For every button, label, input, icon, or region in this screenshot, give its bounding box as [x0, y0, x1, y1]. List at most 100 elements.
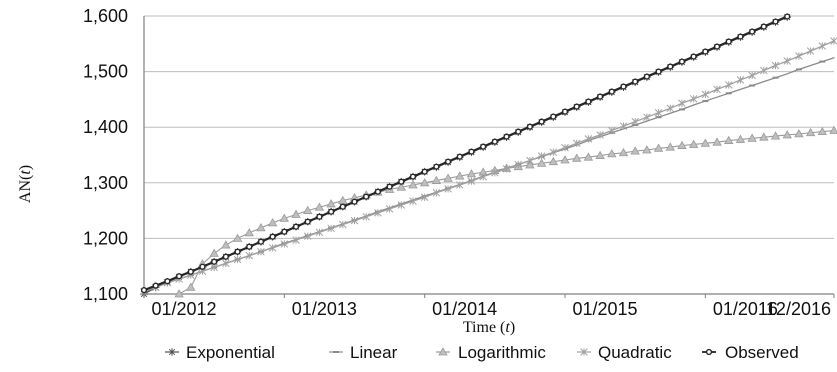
data-point	[771, 61, 780, 70]
data-point	[759, 132, 769, 141]
data-point	[257, 247, 265, 256]
x-tick-label: 01/2014	[432, 299, 497, 319]
series-logarithmic	[174, 125, 837, 298]
y-axis-title: AN(t)	[17, 165, 34, 203]
data-point	[748, 71, 756, 80]
data-point	[700, 138, 711, 147]
data-point	[737, 33, 744, 40]
data-point	[491, 169, 499, 177]
data-point	[772, 18, 779, 25]
data-point	[256, 223, 266, 232]
data-point	[292, 236, 300, 244]
data-point	[608, 126, 616, 135]
gridlines	[144, 15, 834, 239]
series-line-logarithmic	[178, 129, 835, 295]
data-point	[783, 57, 791, 65]
x-axis-title: Time (t)	[463, 319, 515, 336]
data-point	[328, 208, 335, 215]
data-point	[466, 169, 477, 178]
data-point	[303, 232, 312, 240]
data-point	[561, 108, 569, 115]
data-point	[713, 85, 721, 94]
data-point	[468, 148, 475, 155]
x-tick-label: 12/2016	[766, 299, 831, 319]
legend: Exponential Linear Logarithmic Quadratic Obs…	[165, 343, 799, 362]
data-point	[724, 135, 734, 144]
data-point	[561, 144, 569, 152]
data-point	[443, 173, 453, 182]
data-point	[233, 255, 242, 264]
data-point	[794, 129, 804, 138]
data-point	[560, 155, 570, 164]
data-point	[573, 103, 580, 110]
data-point	[526, 123, 534, 130]
data-point	[829, 125, 837, 134]
data-point	[374, 209, 382, 217]
data-point	[632, 78, 639, 85]
data-point	[199, 263, 206, 270]
data-point	[409, 173, 417, 180]
data-point	[175, 273, 183, 280]
series-linear	[141, 57, 835, 293]
data-point	[596, 131, 604, 139]
legend-item-linear: Linear	[329, 343, 398, 362]
data-point	[572, 153, 582, 162]
data-point	[421, 168, 428, 175]
data-point	[467, 177, 476, 185]
data-point	[304, 218, 311, 225]
data-point	[268, 244, 277, 252]
data-point	[164, 278, 171, 285]
data-point	[210, 263, 218, 272]
data-point	[279, 213, 290, 222]
data-point	[724, 81, 733, 89]
data-point	[536, 158, 547, 167]
data-point	[760, 23, 767, 30]
data-point	[280, 240, 289, 248]
data-point	[584, 135, 593, 143]
data-point	[631, 117, 639, 126]
axes	[143, 16, 835, 298]
data-point	[221, 240, 231, 249]
data-point	[351, 198, 358, 205]
data-point	[479, 172, 487, 181]
data-point	[735, 134, 746, 143]
legend-item-exponential: Exponential	[165, 343, 275, 362]
data-point	[749, 28, 756, 35]
data-point	[339, 220, 347, 229]
data-point	[597, 93, 604, 100]
data-point	[269, 233, 276, 240]
data-point	[736, 76, 745, 84]
data-point	[619, 122, 628, 130]
data-point	[234, 248, 241, 255]
data-point	[456, 181, 464, 189]
legend-marker	[580, 348, 588, 356]
data-point	[491, 138, 498, 145]
data-point	[653, 143, 664, 152]
y-axis-title-suffix: )	[17, 165, 34, 170]
data-point	[666, 104, 675, 113]
data-point	[585, 98, 592, 105]
data-point	[725, 38, 732, 45]
data-point	[244, 228, 254, 237]
legend-marker	[168, 348, 176, 356]
series-line-quadratic	[143, 40, 835, 293]
data-point	[326, 199, 336, 208]
marker-stroke	[168, 348, 176, 356]
data-point	[665, 142, 675, 151]
data-point	[315, 228, 324, 237]
data-point	[420, 193, 429, 202]
legend-label: Exponential	[186, 343, 275, 362]
y-tick-label: 1,500	[83, 62, 128, 82]
data-point	[643, 113, 651, 121]
data-point	[209, 248, 219, 257]
x-axis-title-suffix: )	[510, 319, 515, 336]
data-point	[643, 73, 650, 80]
data-point	[654, 108, 663, 117]
data-point	[456, 153, 463, 160]
data-point	[257, 238, 265, 245]
x-tick-label: 01/2015	[572, 299, 637, 319]
data-point	[595, 150, 605, 159]
data-point	[514, 160, 522, 169]
